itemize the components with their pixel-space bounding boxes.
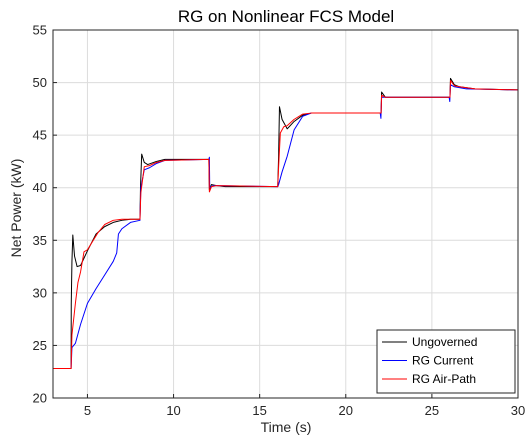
series-line-ungoverned [53, 77, 519, 370]
legend: Ungoverned RG Current RG Air-Path [376, 329, 516, 394]
y-tick-label: 35 [33, 233, 47, 248]
y-tick-label: 30 [33, 285, 47, 300]
series-line-rg-air-path [53, 79, 519, 370]
legend-label: Ungoverned [412, 335, 477, 349]
legend-box [376, 329, 516, 394]
y-tick-label: 45 [33, 128, 47, 143]
x-tick-label: 30 [511, 403, 525, 418]
legend-label: RG Air-Path [412, 372, 476, 386]
x-tick-label: 10 [166, 403, 180, 418]
chart-title: RG on Nonlinear FCS Model [178, 7, 394, 26]
y-tick-label: 20 [33, 391, 47, 406]
plot-frame [52, 29, 519, 399]
x-tick-label: 25 [425, 403, 439, 418]
y-tick-label: 50 [33, 75, 47, 90]
x-tick-label: 20 [339, 403, 353, 418]
series-lines [53, 77, 519, 370]
series-line-rg-current [53, 84, 519, 370]
y-tick-label: 55 [33, 23, 47, 38]
x-tick-label: 5 [84, 403, 91, 418]
y-tick-label: 25 [33, 338, 47, 353]
x-axis-label: Time (s) [261, 419, 312, 435]
y-tick-label: 40 [33, 180, 47, 195]
axis-ticks: 5 10 15 20 25 30 20 25 30 35 40 45 50 55 [33, 23, 526, 419]
y-axis-label: Net Power (kW) [8, 159, 24, 258]
x-tick-label: 15 [252, 403, 266, 418]
legend-label: RG Current [412, 354, 474, 368]
